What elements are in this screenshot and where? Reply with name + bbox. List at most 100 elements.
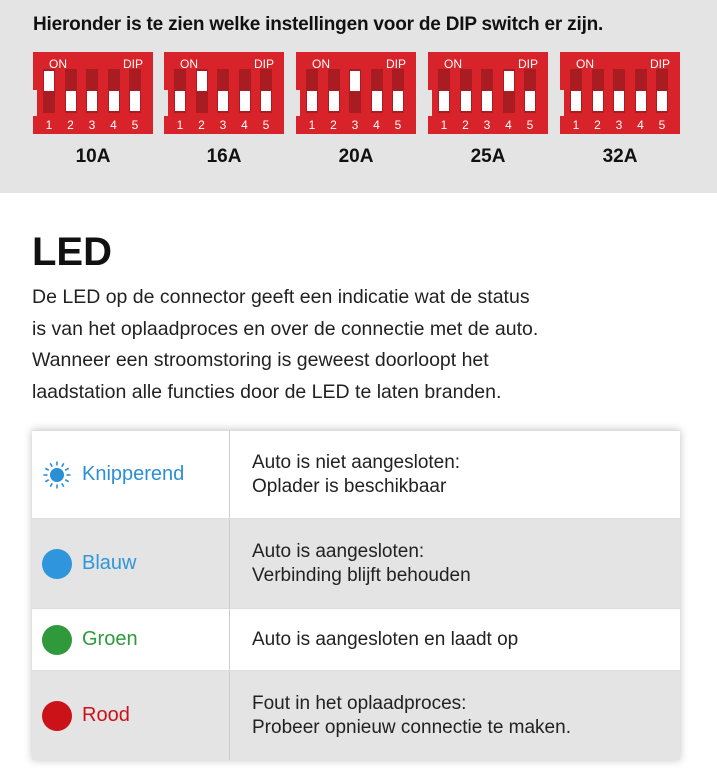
switch-5 [260,69,272,113]
table-row: Knipperend Auto is niet aangesloten: Opla… [32,430,680,518]
switch-number: 5 [131,118,139,132]
switch-number: 2 [462,118,469,132]
on-label: ON [444,57,462,71]
on-label: ON [180,57,198,71]
switch-number: 4 [373,118,380,132]
dip-switch-section: Hieronder is te zien welke instellingen … [0,0,717,193]
dip-switch-10A: ON DIP 1 2 3 4 5 [33,52,153,134]
led-color-label: Rood [82,704,130,726]
switch-2 [195,69,208,113]
switch-1 [438,69,450,113]
switch-5 [524,69,536,113]
led-status-table: Knipperend Auto is niet aangesloten: Opla… [32,430,680,760]
switch-knob [261,91,271,111]
switch-number: 4 [241,118,248,132]
status-description-line: Oplader is beschikbaar [252,475,447,497]
led-color-label: Knipperend [82,463,185,485]
led-description-line: is van het oplaadproces en over de conne… [32,317,539,340]
switch-knob [371,91,382,111]
switch-5 [656,69,668,113]
switch-4 [238,69,251,113]
switch-2 [459,69,472,113]
led-description-line: Wanneer een stroomstoring is geweest doo… [32,349,489,371]
switch-knob [108,91,119,111]
switch-number: 4 [637,118,644,132]
dip-label: DIP [385,57,406,71]
switch-number: 3 [351,118,359,132]
switch-knob [307,91,317,111]
amperage-label: 20A [338,146,374,167]
switch-knob [460,91,471,111]
on-label: ON [49,57,67,71]
status-description-line: Fout in het oplaadproces: [252,692,467,714]
switch-knob [350,71,360,91]
dip-switch-16A: ON DIP 1 2 3 4 5 [164,52,284,134]
led-color-label: Blauw [82,552,137,574]
status-description-line: Auto is aangesloten: [252,540,425,562]
dip-switch-32A: ON DIP 1 2 3 4 5 [560,52,680,134]
switch-number: 1 [440,118,448,132]
switch-knob [87,91,97,111]
switch-knob [44,71,54,91]
switch-knob [614,91,624,111]
led-status-cell: Auto is aangesloten en laadt op [230,628,680,652]
switch-2 [591,69,604,113]
switch-3 [613,69,625,113]
led-status-cell: Auto is aangesloten: Verbinding blijft be… [230,540,680,588]
dip-label: DIP [649,57,670,71]
led-description-line: laadstation alle functies door de LED te… [32,380,502,403]
switch-knob [525,91,535,111]
switch-knob [439,91,449,111]
dip-switch-25A: ON DIP 1 2 3 4 5 [428,52,548,134]
switch-number: 5 [394,118,402,132]
switch-knob [503,71,514,91]
led-status-cell: Fout in het oplaadproces: Probeer opnieuw… [230,692,680,740]
switch-knob [239,91,250,111]
switch-number: 2 [594,118,601,132]
switch-number: 3 [483,118,491,132]
switch-4 [370,69,383,113]
amperage-label: 32A [602,146,638,167]
switch-number: 1 [572,118,580,132]
switch-knob [130,91,140,111]
table-row: Blauw Auto is aangesloten: Verbinding bli… [32,518,680,608]
switch-number: 1 [176,118,184,132]
switch-knob [328,91,339,111]
switch-knob [175,91,185,111]
switch-number: 2 [67,118,74,132]
led-description: De LED op de connector geeft een indicat… [32,282,702,408]
led-heading: LED [32,230,112,274]
table-row: Rood Fout in het oplaadproces: Probeer op… [32,670,680,760]
switch-knob [65,91,76,111]
status-description-line: Probeer opnieuw connectie te maken. [252,716,571,738]
switch-number: 2 [198,118,205,132]
on-label: ON [576,57,594,71]
led-color-cell: Blauw [32,519,230,608]
switch-number: 5 [658,118,666,132]
switch-knob [218,91,228,111]
switch-4 [107,69,120,113]
switch-4 [634,69,647,113]
switch-1 [174,69,186,113]
switch-number: 5 [262,118,270,132]
switch-knob [482,91,492,111]
switch-number: 2 [330,118,337,132]
switch-number: 1 [45,118,53,132]
dip-label: DIP [253,57,274,71]
switch-5 [392,69,404,113]
dip-label: DIP [517,57,538,71]
rood-dot-icon [42,700,72,731]
switch-3 [217,69,229,113]
switch-3 [86,69,98,113]
amperage-label: 25A [470,146,506,167]
switch-4 [502,69,515,113]
switch-knob [635,91,646,111]
led-color-cell: Knipperend [32,431,230,518]
blinking-light-icon [43,461,71,488]
status-description-line: Verbinding blijft behouden [252,564,471,586]
status-description-line: Auto is niet aangesloten: [252,451,461,473]
led-color-label: Groen [82,628,138,650]
amperage-label: 10A [75,146,111,167]
switch-1 [43,69,55,113]
switch-number: 4 [110,118,117,132]
